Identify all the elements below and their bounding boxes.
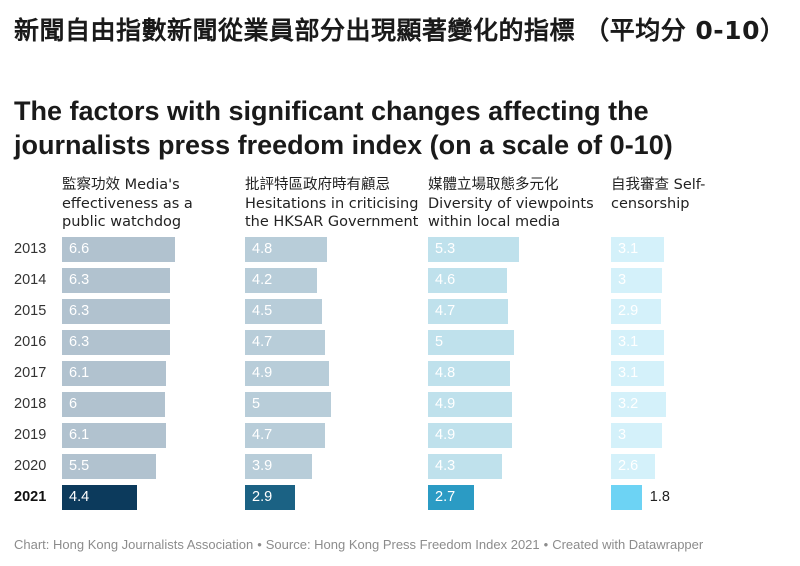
value-label-panel4-2019: 3	[618, 427, 627, 443]
value-label-panel1-2016: 6.3	[69, 334, 90, 350]
footer-separator: •	[543, 537, 549, 552]
bar-panel2-2017	[245, 361, 329, 386]
year-label-2018: 2018	[14, 396, 47, 412]
value-label-panel3-2018: 4.9	[435, 396, 456, 412]
bar-panel1-2021	[62, 485, 138, 510]
bar-panel1-2016	[62, 330, 170, 355]
bar-panel1-2014	[62, 268, 170, 293]
value-label-panel2-2021: 2.9	[252, 489, 273, 505]
bar-panel4-2013	[611, 237, 664, 262]
year-label-2021: 2021	[14, 489, 47, 505]
bar-panel3-2021	[428, 485, 475, 510]
value-label-panel4-2020: 2.6	[618, 458, 639, 474]
year-label-2016: 2016	[14, 334, 47, 350]
value-label-panel1-2014: 6.3	[69, 272, 90, 288]
year-label-2020: 2020	[14, 458, 47, 474]
bar-panel2-2016	[245, 330, 326, 355]
bar-panel3-2013	[428, 237, 519, 262]
value-label-panel4-2014: 3	[618, 272, 627, 288]
chart-title-english: The factors with significant changes aff…	[14, 96, 673, 160]
value-label-panel3-2014: 4.6	[435, 272, 456, 288]
year-label-2014: 2014	[14, 272, 47, 288]
bar-panel2-2015	[245, 299, 322, 324]
value-label-panel3-2020: 4.3	[435, 458, 456, 474]
bar-panel3-2019	[428, 423, 512, 448]
value-label-panel4-2021: 1.8	[649, 489, 670, 505]
value-label-panel4-2016: 3.1	[618, 334, 639, 350]
chart-footer: Chart: Hong Kong Journalists Association…	[14, 537, 703, 552]
bar-panel4-2017	[611, 361, 664, 386]
value-label-panel1-2021: 4.4	[69, 489, 90, 505]
value-label-panel2-2019: 4.7	[252, 427, 273, 443]
bar-panel1-2020	[62, 454, 157, 479]
value-label-panel3-2019: 4.9	[435, 427, 456, 443]
bar-panel3-2015	[428, 299, 509, 324]
value-label-panel1-2019: 6.1	[69, 427, 90, 443]
bar-panel3-2017	[428, 361, 511, 386]
bar-panel2-2013	[245, 237, 328, 262]
panel-header-4: 自我審查 Self-censorship	[611, 177, 706, 212]
value-label-panel3-2013: 5.3	[435, 241, 456, 257]
year-label-2015: 2015	[14, 303, 47, 319]
bar-panel4-2016	[611, 330, 664, 355]
bar-panel3-2016	[428, 330, 514, 355]
panel-header-3: 媒體立場取態多元化 Diversity of viewpoints within…	[428, 177, 594, 230]
value-label-panel4-2013: 3.1	[618, 241, 639, 257]
bar-panel4-2019	[611, 423, 663, 448]
value-label-panel1-2020: 5.5	[69, 458, 90, 474]
value-label-panel3-2017: 4.8	[435, 365, 456, 381]
value-label-panel2-2018: 5	[252, 396, 261, 412]
bar-panel2-2014	[245, 268, 317, 293]
value-label-panel3-2016: 5	[435, 334, 444, 350]
value-label-panel2-2016: 4.7	[252, 334, 273, 350]
year-label-2019: 2019	[14, 427, 47, 443]
chart-title-chinese: 新聞自由指數新聞從業員部分出現顯著變化的指標 （平均分 0-10）	[14, 16, 786, 45]
value-label-panel1-2017: 6.1	[69, 365, 90, 381]
value-label-panel4-2017: 3.1	[618, 365, 639, 381]
bar-panel1-2017	[62, 361, 167, 386]
bar-panel1-2018	[62, 392, 165, 417]
bar-panel2-2021	[245, 485, 295, 510]
footer-datawrapper-credit: Created with Datawrapper	[552, 537, 704, 552]
value-label-panel2-2014: 4.2	[252, 272, 273, 288]
footer-source: Source: Hong Kong Press Freedom Index 20…	[265, 537, 540, 552]
bar-panel4-2018	[611, 392, 666, 417]
value-label-panel1-2013: 6.6	[69, 241, 90, 257]
value-label-panel3-2021: 2.7	[435, 489, 456, 505]
footer-chart-credit: Chart: Hong Kong Journalists Association	[14, 537, 254, 552]
panel-header-2: 批評特區政府時有顧忌 Hesitations in criticising th…	[245, 177, 419, 230]
value-label-panel2-2013: 4.8	[252, 241, 273, 257]
value-label-panel2-2020: 3.9	[252, 458, 273, 474]
value-label-panel2-2015: 4.5	[252, 303, 273, 319]
value-label-panel3-2015: 4.7	[435, 303, 456, 319]
bar-panel1-2019	[62, 423, 167, 448]
bar-panel1-2015	[62, 299, 170, 324]
value-label-panel4-2018: 3.2	[618, 396, 639, 412]
year-label-2017: 2017	[14, 365, 47, 381]
panel-header-1: 監察功效 Media's effectiveness as a public w…	[62, 177, 193, 230]
bar-panel3-2014	[428, 268, 507, 293]
year-label-2013: 2013	[14, 241, 47, 257]
bar-panel4-2020	[611, 454, 656, 479]
value-label-panel2-2017: 4.9	[252, 365, 273, 381]
bar-panel1-2013	[62, 237, 175, 262]
value-label-panel1-2015: 6.3	[69, 303, 90, 319]
footer-separator: •	[257, 537, 262, 552]
bar-panel4-2014	[611, 268, 663, 293]
bar-panel4-2021	[611, 485, 642, 510]
bar-panel3-2018	[428, 392, 512, 417]
value-label-panel1-2018: 6	[69, 396, 78, 412]
bar-panel2-2019	[245, 423, 326, 448]
bar-panel2-2020	[245, 454, 312, 479]
value-label-panel4-2015: 2.9	[618, 303, 639, 319]
bar-panel2-2018	[245, 392, 331, 417]
bar-panel3-2020	[428, 454, 502, 479]
bar-panel4-2015	[611, 299, 661, 324]
